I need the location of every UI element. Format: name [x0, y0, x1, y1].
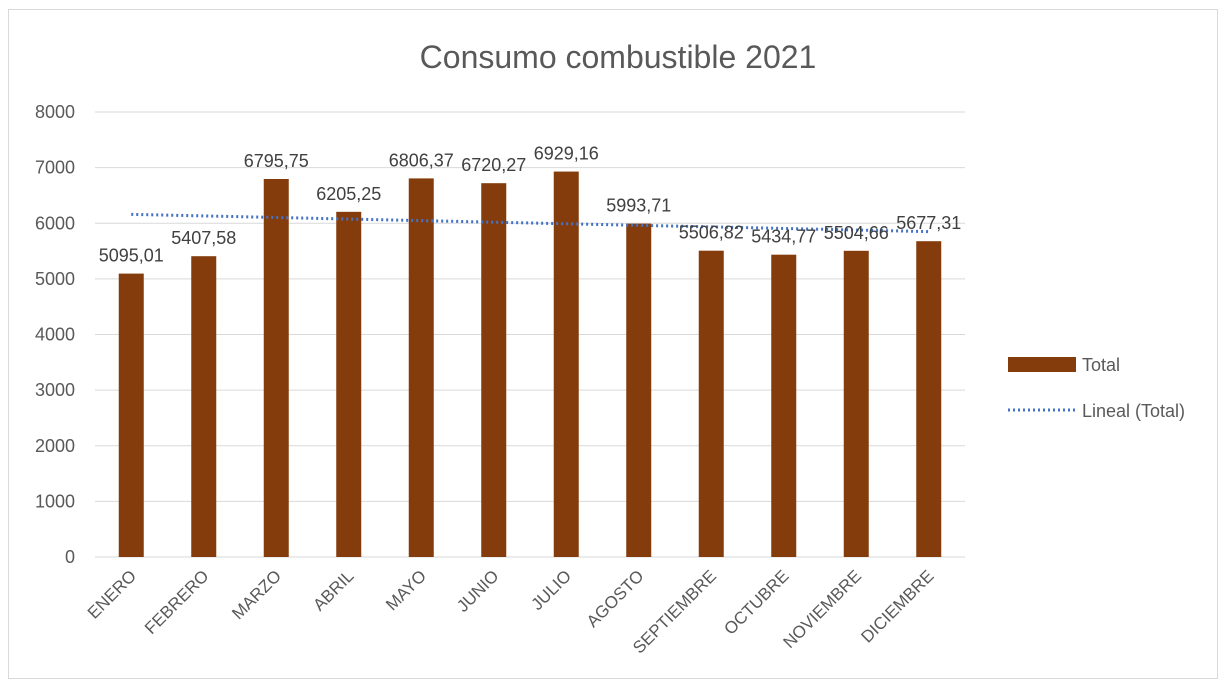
legend-swatch-total: [1008, 357, 1076, 372]
bars: [118, 171, 942, 558]
y-tick-label: 0: [65, 547, 75, 567]
bar: [553, 171, 579, 557]
bar: [698, 250, 724, 557]
bar: [481, 183, 507, 557]
y-tick-label: 4000: [35, 325, 75, 345]
chart-title: Consumo combustible 2021: [420, 39, 817, 75]
data-label: 5993,71: [606, 196, 671, 216]
x-tick-label: ABRIL: [309, 566, 357, 614]
data-label: 5095,01: [99, 246, 164, 266]
y-tick-label: 5000: [35, 269, 75, 289]
y-tick-label: 8000: [35, 102, 75, 122]
x-tick-label: NOVIEMBRE: [779, 566, 865, 652]
bar: [626, 223, 652, 557]
x-tick-label: AGOSTO: [583, 566, 648, 631]
bar: [263, 178, 289, 558]
bar: [843, 250, 869, 557]
data-label: 5407,58: [171, 228, 236, 248]
x-tick-label: JUNIO: [453, 566, 502, 615]
bar: [916, 241, 942, 557]
y-tick-label: 3000: [35, 380, 75, 400]
bar: [336, 211, 362, 558]
y-tick-label: 7000: [35, 158, 75, 178]
data-label: 6720,27: [461, 155, 526, 175]
data-label: 6806,37: [389, 150, 454, 170]
bar: [408, 178, 434, 557]
gridlines: [95, 111, 965, 558]
legend-label-total: Total: [1082, 355, 1120, 375]
x-tick-label: FEBRERO: [141, 566, 213, 638]
bar: [118, 273, 144, 557]
data-label: 6929,16: [534, 144, 599, 164]
category-labels: ENERO FEBRERO MARZO ABRIL MAYO JUNIO JULIO AGOS…: [84, 566, 938, 657]
bar: [191, 256, 217, 557]
legend: Total Lineal (Total): [1008, 355, 1185, 421]
data-label: 5504,66: [824, 223, 889, 243]
bar: [771, 254, 797, 557]
x-tick-label: JULIO: [528, 566, 576, 614]
data-label: 6205,25: [316, 184, 381, 204]
y-axis-ticks: 0 1000 2000 3000 4000 5000 6000 7000 8000: [35, 102, 75, 567]
legend-label-trendline: Lineal (Total): [1082, 401, 1185, 421]
y-tick-label: 6000: [35, 213, 75, 233]
x-tick-label: MARZO: [228, 566, 285, 623]
y-tick-label: 2000: [35, 436, 75, 456]
data-labels: 5095,01 5407,58 6795,75 6205,25 6806,37 6720,…: [99, 144, 962, 266]
x-tick-label: MAYO: [382, 566, 430, 614]
x-tick-label: ENERO: [84, 566, 140, 622]
data-label: 5677,31: [896, 213, 961, 233]
data-label: 6795,75: [244, 151, 309, 171]
y-tick-label: 1000: [35, 491, 75, 511]
x-tick-label: OCTUBRE: [720, 566, 792, 638]
data-label: 5434,77: [751, 227, 816, 247]
data-label: 5506,82: [679, 223, 744, 243]
x-tick-label: DICIEMBRE: [857, 566, 937, 646]
